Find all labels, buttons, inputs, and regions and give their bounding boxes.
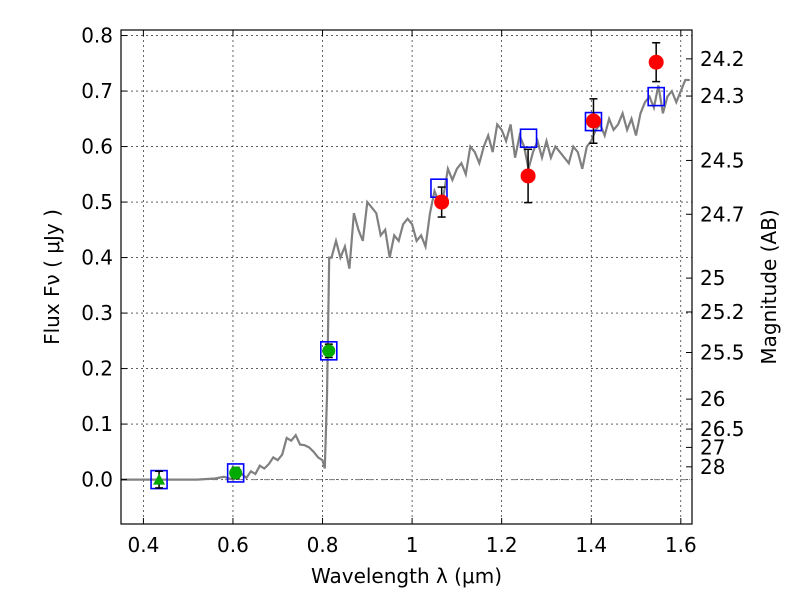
y-tick-label: 0.2 xyxy=(81,357,113,381)
right-tick-label: 26.5 xyxy=(700,417,745,441)
right-axis-title: Magnitude (AB) xyxy=(757,209,781,364)
y-tick-label: 0.3 xyxy=(81,301,113,325)
right-tick-label: 27 xyxy=(700,435,725,459)
model-photometry-square xyxy=(319,341,338,361)
plot-frame xyxy=(120,29,693,525)
x-tick-label: 1 xyxy=(406,533,419,557)
right-tick-label: 25.2 xyxy=(700,300,745,324)
model-spectrum-line xyxy=(121,78,690,481)
right-tick-label: 24.7 xyxy=(700,202,745,226)
observed-point-red xyxy=(434,194,450,210)
x-tick-label: 1.6 xyxy=(665,533,697,557)
y-tick-label: 0.0 xyxy=(81,468,113,492)
right-tick-label: 24.3 xyxy=(700,84,745,108)
y-axis-title: Flux Fν ( μJy ) xyxy=(40,209,64,345)
right-tick-label: 25.5 xyxy=(700,340,745,364)
model-photometry-square xyxy=(647,86,665,107)
axis-ticks: 0.4 0.6 0.8 1 1.2 1.4 1.6 0.0 0.1 0.2 0.3 0.4 0.5 0.6… xyxy=(81,24,744,557)
model-photometry-square xyxy=(519,128,538,149)
observed-point-red xyxy=(520,168,536,184)
upper-limit-triangle xyxy=(153,473,166,485)
observed-point-green xyxy=(229,466,243,480)
y-tick-label: 0.4 xyxy=(81,246,113,270)
right-tick-label: 25 xyxy=(700,266,725,290)
x-tick-label: 0.8 xyxy=(307,533,339,557)
right-tick-label: 26 xyxy=(700,387,725,411)
plot-marks xyxy=(121,42,690,490)
y-tick-label: 0.7 xyxy=(81,79,113,103)
observed-point-red xyxy=(585,113,601,129)
x-tick-label: 0.6 xyxy=(217,533,249,557)
right-tick-label: 24.2 xyxy=(700,47,745,71)
x-tick-label: 1.4 xyxy=(575,533,607,557)
x-axis-title: Wavelength λ (μm) xyxy=(311,564,502,588)
y-tick-label: 0.8 xyxy=(81,24,113,48)
y-tick-label: 0.1 xyxy=(81,412,113,436)
right-tick-label: 24.5 xyxy=(700,148,745,172)
x-tick-label: 0.4 xyxy=(127,533,159,557)
model-photometry-square xyxy=(226,463,245,483)
y-tick-label: 0.5 xyxy=(81,190,113,214)
x-tick-label: 1.2 xyxy=(486,533,518,557)
observed-point-green xyxy=(322,344,336,358)
right-tick-label: 28 xyxy=(700,455,725,479)
y-tick-label: 0.6 xyxy=(81,135,113,159)
observed-point-red xyxy=(648,54,664,70)
grid-lines xyxy=(121,30,692,524)
